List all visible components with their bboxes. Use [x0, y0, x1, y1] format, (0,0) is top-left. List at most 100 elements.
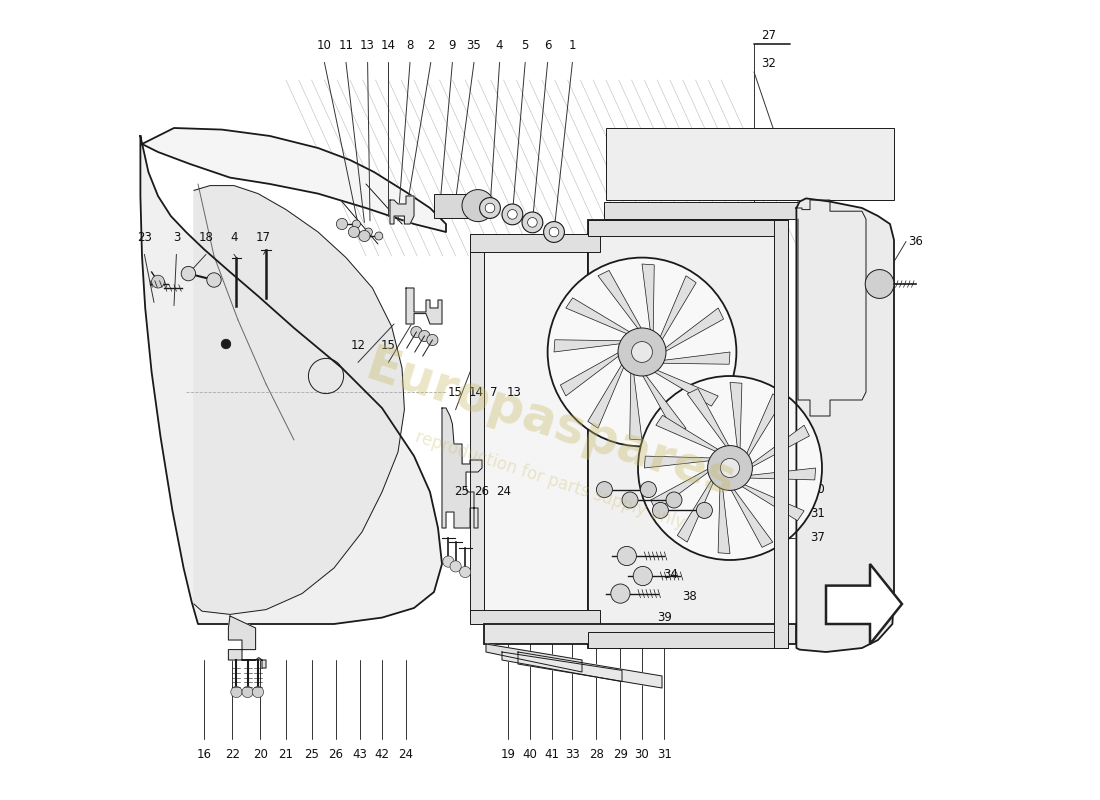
Text: 25: 25: [305, 748, 319, 761]
Text: 24: 24: [398, 748, 414, 761]
Polygon shape: [678, 478, 714, 542]
Text: 38: 38: [682, 590, 696, 602]
Polygon shape: [661, 352, 730, 364]
Text: 23: 23: [138, 231, 152, 244]
Text: 11: 11: [339, 39, 353, 52]
Text: 26: 26: [328, 748, 343, 761]
Text: 8: 8: [406, 39, 414, 52]
Text: 24: 24: [496, 485, 512, 498]
Circle shape: [460, 566, 471, 578]
Circle shape: [617, 546, 637, 566]
Text: 1: 1: [569, 39, 576, 52]
Text: 33: 33: [565, 748, 580, 761]
Polygon shape: [660, 276, 696, 341]
Polygon shape: [688, 389, 730, 448]
Polygon shape: [642, 264, 654, 333]
Polygon shape: [746, 394, 783, 458]
Text: 6: 6: [543, 39, 551, 52]
Polygon shape: [502, 652, 622, 682]
Circle shape: [720, 458, 739, 478]
Polygon shape: [798, 200, 866, 416]
Polygon shape: [565, 298, 630, 334]
Polygon shape: [229, 616, 266, 668]
Polygon shape: [442, 408, 482, 528]
Bar: [470, 252, 484, 612]
Text: 3: 3: [173, 231, 180, 244]
Bar: [434, 194, 470, 218]
Text: 39: 39: [657, 611, 672, 624]
Circle shape: [631, 342, 652, 362]
Polygon shape: [518, 652, 662, 688]
Text: Europaspares: Europaspares: [359, 342, 741, 506]
Circle shape: [450, 561, 461, 572]
Text: 42: 42: [374, 748, 389, 761]
Circle shape: [337, 218, 348, 230]
Text: 27: 27: [761, 29, 776, 42]
Circle shape: [502, 204, 522, 225]
Bar: [604, 202, 808, 219]
Circle shape: [231, 686, 242, 698]
Polygon shape: [406, 288, 442, 324]
Circle shape: [866, 270, 894, 298]
Polygon shape: [598, 270, 642, 330]
Text: 30: 30: [810, 483, 825, 496]
Polygon shape: [750, 426, 810, 468]
Polygon shape: [142, 128, 446, 232]
Circle shape: [652, 502, 669, 518]
Text: 5: 5: [521, 39, 529, 52]
Circle shape: [462, 190, 494, 222]
Bar: [606, 128, 894, 200]
Text: 19: 19: [500, 748, 516, 761]
Circle shape: [621, 492, 638, 508]
Circle shape: [696, 502, 713, 518]
Text: 17: 17: [256, 231, 271, 244]
Circle shape: [618, 328, 666, 376]
Circle shape: [252, 686, 264, 698]
Circle shape: [640, 482, 657, 498]
Circle shape: [207, 273, 221, 287]
Text: reproduction for parts supply only: reproduction for parts supply only: [412, 428, 688, 532]
Circle shape: [419, 330, 430, 342]
Polygon shape: [486, 644, 582, 672]
Text: 37: 37: [810, 531, 825, 544]
Text: 7: 7: [491, 386, 497, 399]
Circle shape: [634, 566, 652, 586]
Polygon shape: [390, 196, 414, 224]
Bar: [484, 624, 796, 644]
Circle shape: [610, 584, 630, 603]
Text: 2: 2: [427, 39, 434, 52]
Circle shape: [638, 376, 822, 560]
Bar: [774, 220, 789, 648]
Polygon shape: [796, 198, 894, 652]
Circle shape: [522, 212, 542, 233]
Polygon shape: [730, 488, 773, 547]
Text: 15: 15: [381, 339, 396, 352]
Text: 4: 4: [230, 231, 238, 244]
Bar: [588, 252, 601, 612]
Text: 13: 13: [507, 386, 521, 399]
Bar: [484, 240, 588, 624]
Polygon shape: [630, 371, 642, 440]
Bar: [588, 220, 789, 648]
Polygon shape: [587, 363, 625, 428]
Polygon shape: [664, 308, 724, 352]
Polygon shape: [560, 352, 619, 396]
Text: 13: 13: [360, 39, 375, 52]
Circle shape: [443, 556, 454, 567]
Text: 20: 20: [253, 748, 267, 761]
Text: 36: 36: [909, 235, 923, 248]
Bar: [588, 220, 789, 236]
Text: 34: 34: [663, 568, 679, 581]
Text: 25: 25: [454, 485, 470, 498]
Polygon shape: [653, 370, 718, 406]
Circle shape: [359, 230, 370, 242]
Polygon shape: [141, 136, 442, 624]
Polygon shape: [740, 484, 804, 521]
Circle shape: [410, 326, 422, 338]
Circle shape: [152, 275, 164, 288]
Text: 21: 21: [278, 748, 294, 761]
Polygon shape: [645, 456, 713, 468]
Text: 28: 28: [588, 748, 604, 761]
Circle shape: [548, 258, 736, 446]
Circle shape: [480, 198, 501, 218]
